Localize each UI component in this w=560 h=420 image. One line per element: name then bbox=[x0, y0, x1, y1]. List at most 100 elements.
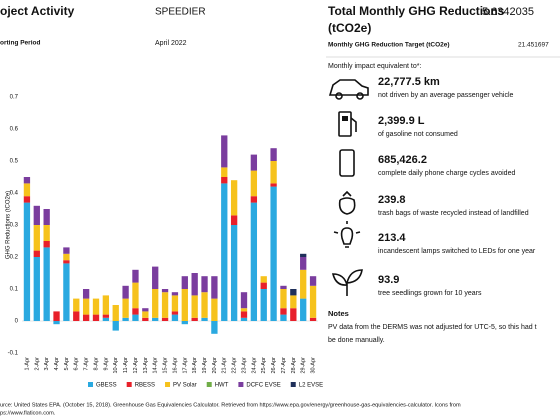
y-tick-label: 0.4 bbox=[10, 191, 19, 197]
bar-segment bbox=[53, 321, 60, 325]
phone-icon bbox=[339, 149, 355, 177]
x-tick-label: 2-Apr bbox=[34, 357, 40, 371]
x-tick-label: 6-Apr bbox=[74, 357, 80, 371]
bar-segment bbox=[201, 292, 208, 318]
legend-swatch bbox=[238, 382, 244, 387]
target-value: 21.451697 bbox=[518, 42, 549, 49]
legend-label: PV Solar bbox=[173, 383, 197, 389]
bar-segment bbox=[211, 276, 218, 299]
note-line: PV data from the DERMS was not adjusted … bbox=[328, 324, 537, 331]
bar-segment bbox=[142, 308, 149, 312]
x-tick-label: 10-Apr bbox=[113, 357, 119, 374]
car-icon bbox=[328, 79, 369, 96]
bar-segment bbox=[250, 196, 258, 203]
project-title: oject Activity bbox=[0, 4, 75, 18]
y-tick-label: 0.2 bbox=[10, 255, 19, 261]
impact-value: 93.9 bbox=[378, 274, 399, 286]
impact-value: 22,777.5 km bbox=[378, 76, 440, 88]
y-tick-label: 0 bbox=[15, 319, 19, 325]
x-tick-label: 30-Apr bbox=[311, 357, 317, 374]
legend-swatch bbox=[126, 382, 132, 387]
bar-segment bbox=[211, 298, 218, 321]
bar-segment bbox=[53, 311, 60, 321]
bar-segment bbox=[201, 276, 208, 293]
x-tick-label: 11-Apr bbox=[123, 357, 129, 373]
bar-segment bbox=[161, 292, 169, 318]
bar-segment bbox=[43, 225, 50, 241]
bar-segment bbox=[300, 269, 307, 299]
legend-swatch bbox=[88, 382, 93, 387]
bar-segment bbox=[102, 317, 110, 321]
target-label: Monthly GHG Reduction Target (tCO2e) bbox=[328, 42, 450, 49]
x-tick-label: 20-Apr bbox=[212, 357, 218, 374]
pump-window bbox=[342, 116, 348, 121]
source-line: urce: United States EPA. (October 15, 20… bbox=[0, 402, 461, 408]
x-tick-label: 1-Apr bbox=[24, 357, 30, 371]
bar-segment bbox=[33, 257, 40, 321]
legend-label: DCFC EVSE bbox=[246, 383, 280, 389]
x-tick-label: 25-Apr bbox=[261, 357, 267, 374]
x-tick-label: 29-Apr bbox=[301, 357, 307, 374]
legend-label: HWT bbox=[215, 383, 229, 389]
bar-segment bbox=[181, 289, 188, 321]
total-unit: (tCO2e) bbox=[328, 21, 371, 35]
bag-icon bbox=[338, 190, 356, 215]
bar-segment bbox=[221, 167, 228, 177]
bar-segment bbox=[122, 298, 129, 318]
bar-segment bbox=[132, 308, 139, 315]
bar-segment bbox=[221, 135, 228, 168]
bar-segment bbox=[171, 314, 179, 321]
bar-segment bbox=[112, 305, 119, 321]
x-tick-label: 7-Apr bbox=[84, 357, 90, 371]
bar-segment bbox=[92, 298, 100, 315]
period: April 2022 bbox=[155, 40, 187, 47]
y-tick-label: 0.1 bbox=[10, 287, 19, 293]
notes-title: Notes bbox=[328, 309, 349, 318]
bar-segment bbox=[270, 183, 277, 187]
x-tick-label: 14-Apr bbox=[153, 357, 159, 374]
y-tick-label: -0.1 bbox=[8, 351, 19, 357]
bar-segment bbox=[270, 148, 277, 161]
bar-segment bbox=[221, 183, 228, 321]
bar-segment bbox=[309, 317, 317, 321]
legend-label: RBESS bbox=[135, 383, 155, 389]
bar-segment bbox=[171, 295, 179, 312]
x-tick-label: 8-Apr bbox=[93, 357, 99, 371]
bar-segment bbox=[309, 276, 317, 286]
impact-text: tree seedlings grown for 10 years bbox=[378, 290, 482, 297]
bar-segment bbox=[181, 321, 188, 325]
x-tick-label: 22-Apr bbox=[232, 357, 238, 374]
bar-segment bbox=[240, 292, 248, 309]
bar-segment bbox=[112, 321, 119, 331]
bar-segment bbox=[250, 154, 258, 171]
bar-segment bbox=[161, 317, 169, 321]
bar-segment bbox=[171, 292, 179, 296]
bar-segment bbox=[280, 314, 287, 321]
bar-segment bbox=[142, 317, 149, 321]
y-tick-label: 0.5 bbox=[10, 159, 19, 165]
x-tick-label: 12-Apr bbox=[133, 357, 139, 374]
icons bbox=[328, 79, 369, 296]
impact-value: 239.8 bbox=[378, 194, 406, 206]
impact-text: incandescent lamps switched to LEDs for … bbox=[378, 248, 536, 255]
x-tick-label: 28-Apr bbox=[291, 357, 297, 374]
bar-segment bbox=[82, 289, 90, 299]
bar-segment bbox=[122, 285, 129, 299]
bar-segment bbox=[43, 241, 50, 248]
y-tick-label: 0.6 bbox=[10, 127, 19, 133]
bar-segment bbox=[181, 276, 188, 289]
bar-segment bbox=[152, 266, 159, 289]
x-tick-label: 26-Apr bbox=[271, 357, 277, 374]
bar-segment bbox=[191, 273, 198, 296]
impact-value: 2,399.9 L bbox=[378, 115, 425, 127]
bar-segment bbox=[132, 314, 139, 321]
bar-segment bbox=[260, 276, 267, 283]
x-tick-label: 13-Apr bbox=[143, 357, 149, 374]
source-line: ps://www.flaticon.com. bbox=[0, 410, 56, 416]
legend-swatch bbox=[165, 382, 171, 387]
legend-swatch bbox=[290, 382, 296, 387]
x-tick-label: 9-Apr bbox=[103, 357, 109, 371]
x-tick-label: 27-Apr bbox=[281, 357, 287, 374]
bulb-icon bbox=[333, 221, 361, 248]
bar-segment bbox=[102, 295, 110, 315]
